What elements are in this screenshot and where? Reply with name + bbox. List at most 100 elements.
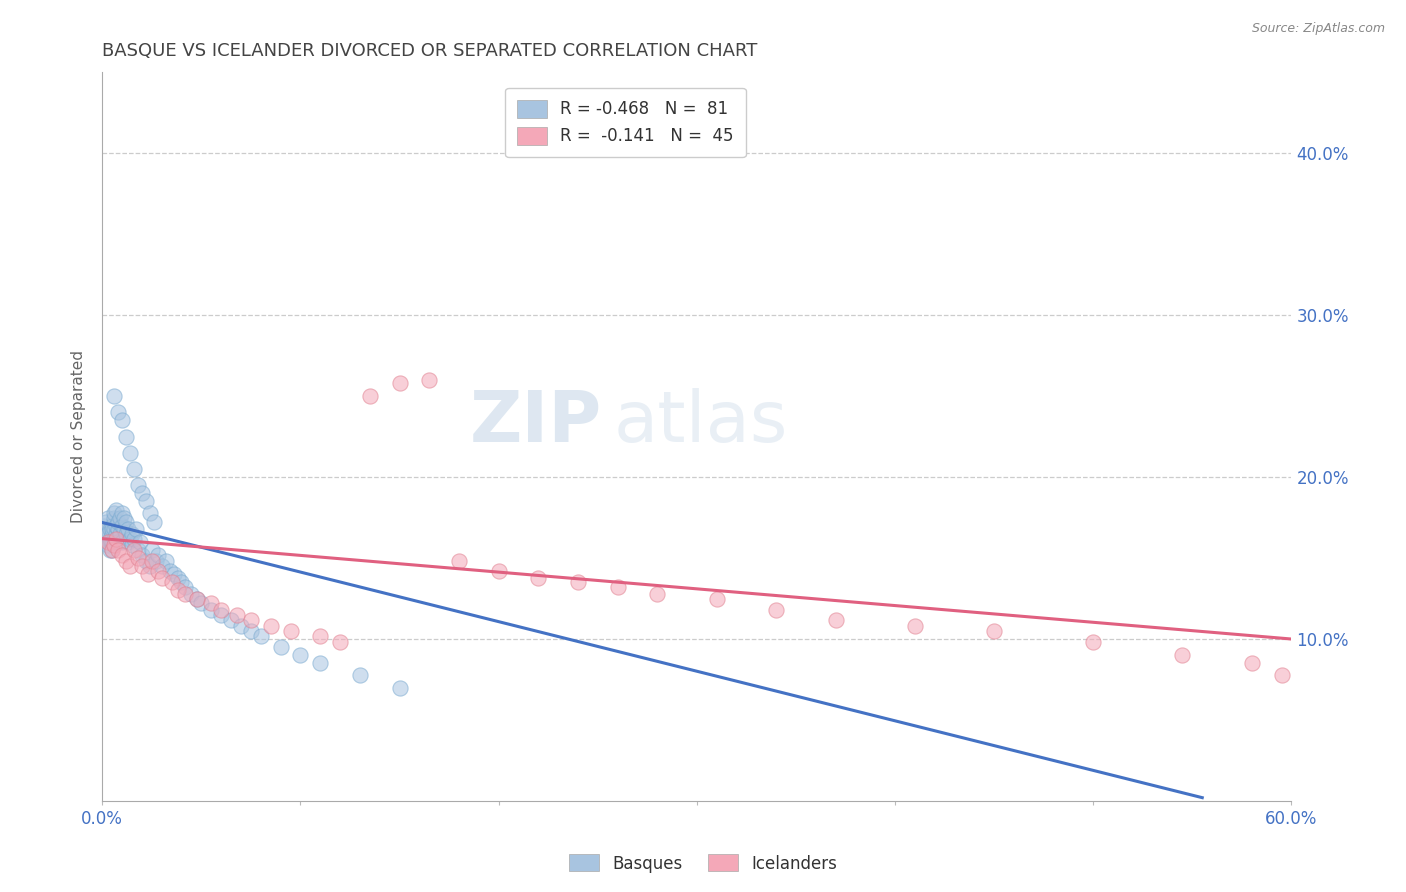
Point: [162, 567, 184, 582]
Point: [107, 543, 129, 558]
Point: [136, 567, 159, 582]
Point: [115, 516, 138, 530]
Point: [115, 526, 138, 541]
Legend: Basques, Icelanders: Basques, Icelanders: [562, 847, 844, 880]
Point: [139, 506, 162, 520]
Point: [135, 554, 157, 568]
Point: [112, 522, 135, 536]
Point: [983, 624, 1005, 638]
Point: [447, 554, 470, 568]
Point: [226, 607, 249, 622]
Point: [93, 518, 115, 533]
Point: [904, 619, 927, 633]
Point: [309, 657, 332, 671]
Point: [103, 510, 125, 524]
Point: [160, 575, 183, 590]
Point: [122, 532, 145, 546]
Point: [121, 526, 143, 541]
Point: [139, 559, 162, 574]
Point: [97, 526, 120, 541]
Text: atlas: atlas: [613, 388, 787, 457]
Point: [98, 522, 121, 536]
Point: [118, 559, 141, 574]
Point: [122, 462, 145, 476]
Point: [418, 373, 440, 387]
Point: [103, 538, 125, 552]
Point: [103, 522, 125, 536]
Point: [150, 559, 173, 574]
Point: [150, 570, 173, 584]
Point: [1083, 635, 1105, 649]
Point: [260, 619, 283, 633]
Point: [1270, 667, 1292, 681]
Point: [128, 535, 150, 549]
Point: [121, 538, 143, 552]
Point: [127, 551, 149, 566]
Point: [180, 587, 202, 601]
Point: [108, 526, 131, 541]
Point: [1171, 648, 1194, 663]
Point: [117, 522, 139, 536]
Point: [96, 526, 118, 541]
Point: [159, 564, 181, 578]
Y-axis label: Divorced or Separated: Divorced or Separated: [72, 351, 86, 524]
Point: [127, 478, 149, 492]
Point: [101, 535, 124, 549]
Point: [239, 624, 262, 638]
Point: [98, 535, 121, 549]
Point: [200, 596, 222, 610]
Point: [122, 543, 145, 558]
Point: [96, 516, 118, 530]
Point: [131, 486, 153, 500]
Point: [359, 389, 381, 403]
Point: [166, 583, 188, 598]
Point: [239, 613, 262, 627]
Point: [117, 535, 139, 549]
Point: [135, 494, 157, 508]
Point: [107, 522, 129, 536]
Point: [98, 532, 121, 546]
Point: [388, 681, 411, 695]
Point: [103, 506, 125, 520]
Point: [112, 510, 135, 524]
Point: [115, 554, 138, 568]
Point: [155, 554, 177, 568]
Point: [606, 580, 628, 594]
Point: [111, 413, 134, 427]
Point: [174, 587, 197, 601]
Point: [209, 607, 232, 622]
Point: [145, 554, 167, 568]
Point: [111, 548, 134, 562]
Point: [349, 667, 371, 681]
Point: [141, 554, 163, 568]
Point: [166, 570, 188, 584]
Text: BASQUE VS ICELANDER DIVORCED OR SEPARATED CORRELATION CHART: BASQUE VS ICELANDER DIVORCED OR SEPARATE…: [103, 42, 758, 60]
Point: [186, 591, 208, 606]
Point: [146, 548, 169, 562]
Point: [567, 575, 589, 590]
Point: [190, 596, 212, 610]
Legend: R = -0.468   N =  81, R =  -0.141   N =  45: R = -0.468 N = 81, R = -0.141 N = 45: [505, 88, 745, 157]
Point: [170, 575, 193, 590]
Point: [765, 603, 787, 617]
Point: [105, 526, 128, 541]
Point: [107, 516, 129, 530]
Point: [388, 376, 411, 391]
Point: [125, 522, 148, 536]
Point: [174, 580, 197, 594]
Point: [115, 430, 138, 444]
Text: ZIP: ZIP: [470, 388, 602, 457]
Point: [101, 543, 124, 558]
Point: [131, 548, 153, 562]
Point: [101, 526, 124, 541]
Point: [706, 591, 728, 606]
Point: [111, 535, 134, 549]
Point: [105, 518, 128, 533]
Point: [127, 543, 149, 558]
Point: [97, 510, 120, 524]
Point: [209, 603, 232, 617]
Point: [280, 624, 302, 638]
Point: [270, 640, 292, 654]
Point: [141, 543, 163, 558]
Point: [229, 619, 252, 633]
